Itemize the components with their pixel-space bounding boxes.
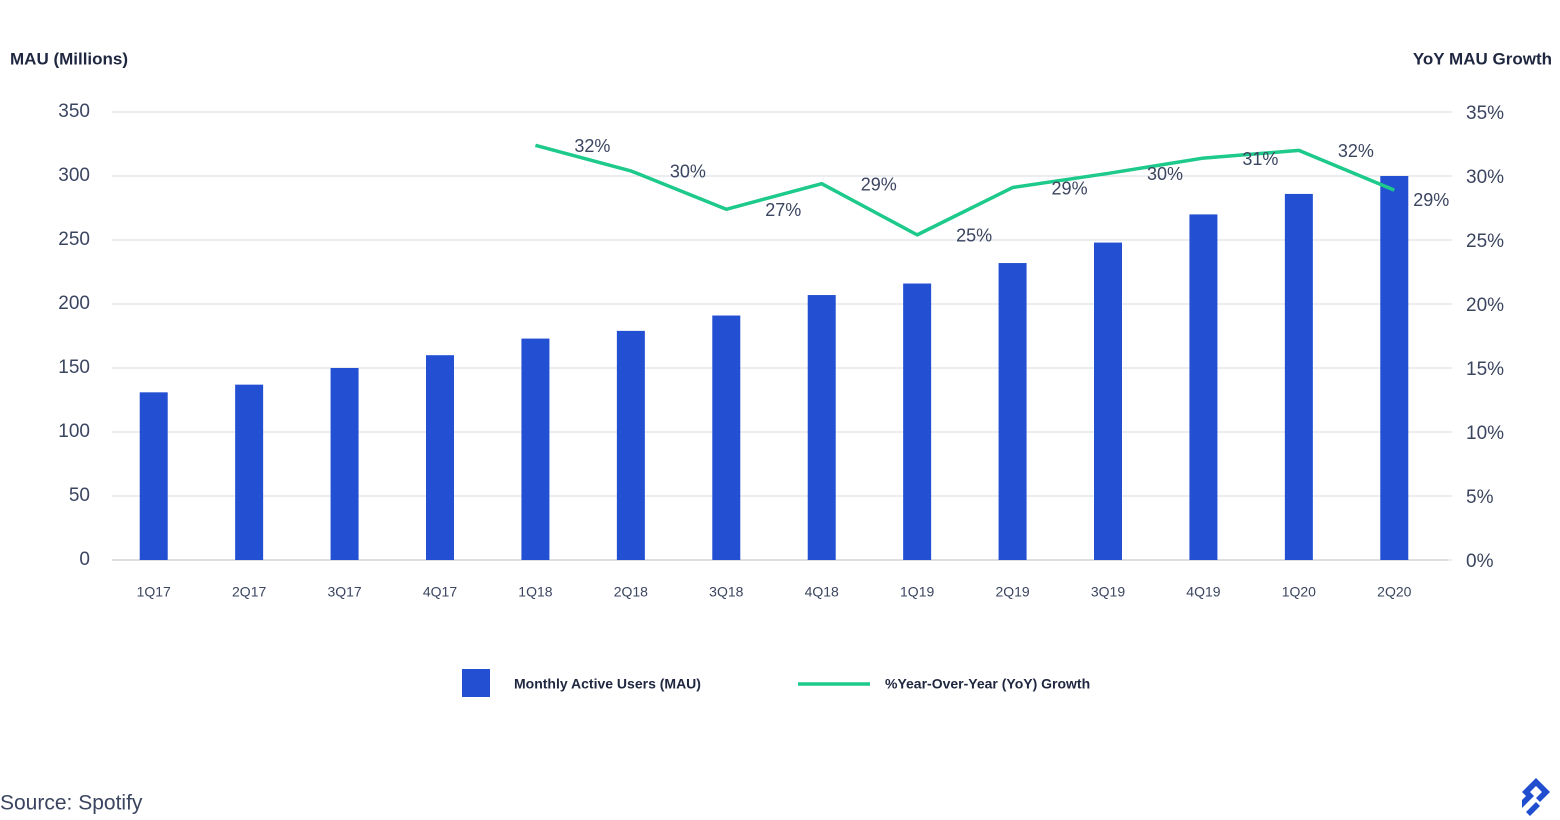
bar	[1189, 214, 1218, 560]
x-tick-label: 1Q18	[518, 584, 552, 600]
data-label: 32%	[1338, 141, 1374, 161]
logo-mark	[1526, 802, 1540, 816]
y2-axis-title: YoY MAU Growth	[1413, 49, 1552, 68]
y-tick-label: 100	[58, 421, 90, 442]
y2-tick-label: 0%	[1466, 551, 1494, 572]
y-tick-label: 300	[58, 165, 90, 186]
x-tick-label: 1Q20	[1282, 584, 1316, 600]
y2-tick-label: 25%	[1466, 231, 1504, 252]
data-label: 29%	[1052, 178, 1088, 198]
source-note: Source: Spotify	[0, 792, 143, 815]
y-tick-label: 150	[58, 357, 90, 378]
data-label: 32%	[574, 136, 610, 156]
y-tick-label: 50	[69, 485, 90, 506]
legend-swatch	[462, 669, 490, 697]
data-label: 29%	[861, 174, 897, 194]
x-tick-label: 2Q18	[614, 584, 648, 600]
x-tick-label: 2Q20	[1377, 584, 1411, 600]
bar	[1284, 193, 1313, 561]
bar	[426, 355, 454, 560]
y-axis-title: MAU (Millions)	[10, 49, 128, 68]
x-tick-label: 2Q19	[995, 584, 1029, 600]
legend-label: Monthly Active Users (MAU)	[514, 676, 701, 692]
y2-tick-label: 35%	[1466, 103, 1504, 124]
y2-tick-label: 15%	[1466, 359, 1504, 380]
bar	[235, 384, 264, 560]
bar	[139, 392, 168, 560]
data-label: 25%	[956, 226, 992, 246]
y-tick-label: 200	[58, 293, 90, 314]
x-tick-label: 4Q19	[1186, 584, 1220, 600]
logo	[1522, 778, 1550, 816]
y-tick-label: 250	[58, 229, 90, 250]
data-label: 27%	[765, 200, 801, 220]
bar	[521, 338, 550, 560]
data-label: 30%	[670, 162, 706, 182]
x-tick-label: 1Q19	[900, 584, 934, 600]
x-tick-label: 4Q18	[805, 584, 839, 600]
y-tick-label: 0	[79, 549, 90, 570]
x-tick-label: 3Q19	[1091, 584, 1125, 600]
bar	[330, 368, 359, 560]
y2-tick-label: 30%	[1466, 167, 1504, 188]
data-label: 29%	[1413, 190, 1449, 210]
bar	[903, 283, 932, 560]
bar	[1094, 242, 1122, 560]
x-tick-label: 3Q17	[327, 584, 361, 600]
logo-mark	[1522, 778, 1550, 808]
line	[534, 143, 1395, 237]
y2-tick-label: 10%	[1466, 423, 1504, 444]
y2-tick-label: 5%	[1466, 487, 1494, 508]
data-label: 30%	[1147, 164, 1183, 184]
x-tick-label: 4Q17	[423, 584, 457, 600]
x-tick-label: 3Q18	[709, 584, 743, 600]
x-tick-label: 2Q17	[232, 584, 266, 600]
bar	[616, 330, 645, 560]
x-tick-label: 1Q17	[137, 584, 171, 600]
bar	[998, 263, 1027, 560]
data-label: 31%	[1242, 149, 1278, 169]
legend-label: %Year-Over-Year (YoY) Growth	[885, 676, 1090, 692]
bar	[807, 295, 836, 560]
bar	[712, 315, 741, 560]
bar	[1380, 176, 1409, 560]
y2-tick-label: 20%	[1466, 295, 1504, 316]
y-tick-label: 350	[58, 101, 90, 122]
